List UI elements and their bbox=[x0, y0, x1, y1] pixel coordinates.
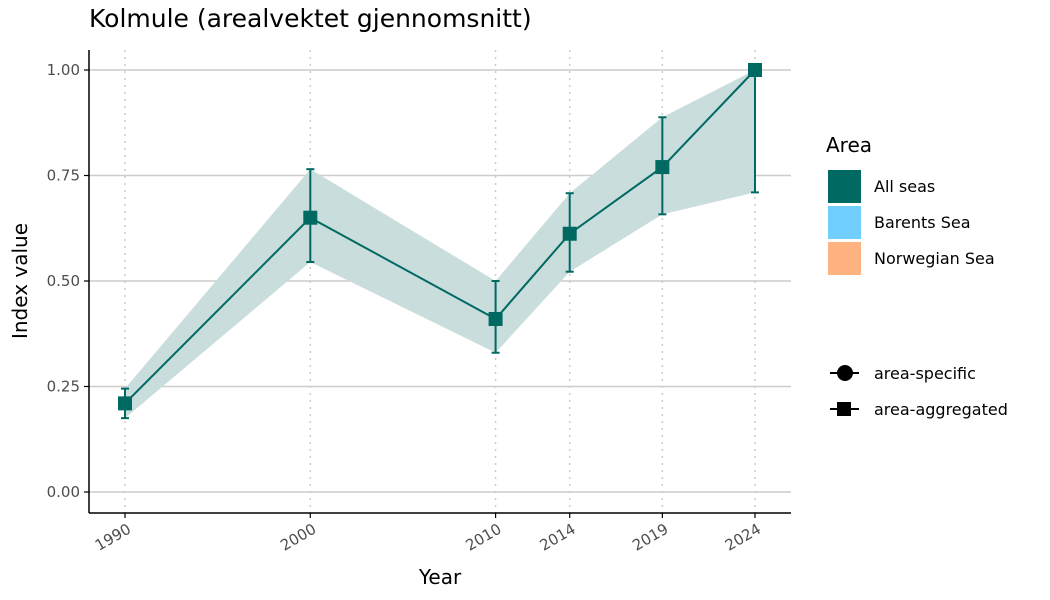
legend-swatch-norwegian-sea bbox=[828, 241, 861, 275]
ribbon-layer bbox=[125, 70, 755, 419]
data-point-marker bbox=[655, 160, 670, 175]
x-tick-label: 2010 bbox=[463, 520, 505, 555]
y-axis-label: Index value bbox=[8, 223, 32, 339]
legend-item-norwegian-sea: Norwegian Sea bbox=[828, 241, 995, 275]
x-tick-label: 2000 bbox=[277, 520, 319, 555]
square-marker-icon bbox=[828, 397, 861, 421]
x-tick-label: 1990 bbox=[92, 520, 134, 555]
circle-marker-icon bbox=[828, 361, 861, 385]
series-line bbox=[124, 69, 756, 405]
legend-item-barents-sea: Barents Sea bbox=[828, 205, 971, 239]
legend-item-all-seas: All seas bbox=[828, 169, 935, 203]
x-tick-label: 2014 bbox=[537, 520, 579, 555]
chart-title: Kolmule (arealvektet gjennomsnitt) bbox=[89, 4, 532, 33]
y-tick-label: 0.25 bbox=[47, 378, 80, 396]
data-point-marker bbox=[303, 210, 318, 225]
legend-item-area-specific: area-specific bbox=[828, 361, 976, 385]
y-tick-label: 1.00 bbox=[47, 61, 80, 79]
y-tick-label: 0.50 bbox=[47, 272, 80, 290]
data-point-marker bbox=[562, 226, 577, 241]
legend-item-area-aggregated: area-aggregated bbox=[828, 397, 1008, 421]
legend-area-title: Area bbox=[826, 133, 873, 157]
legend-swatch-all-seas bbox=[828, 169, 861, 203]
legend-label-area-specific: area-specific bbox=[874, 363, 976, 383]
y-tick-label: 0.75 bbox=[47, 167, 80, 185]
x-axis-label: Year bbox=[418, 565, 462, 589]
legend-swatch-barents-sea bbox=[828, 205, 861, 239]
data-point-marker bbox=[748, 63, 762, 77]
y-tick-label: 0.00 bbox=[47, 483, 80, 501]
legend-label-area-aggregated: area-aggregated bbox=[874, 399, 1008, 419]
x-tick-label: 2019 bbox=[629, 520, 671, 555]
data-point-marker bbox=[488, 311, 503, 326]
series-layer bbox=[118, 63, 762, 420]
legend-label-barents-sea: Barents Sea bbox=[874, 212, 971, 232]
legend-label-all-seas: All seas bbox=[874, 176, 936, 196]
x-tick-label: 2024 bbox=[722, 520, 764, 555]
data-point-marker bbox=[118, 396, 132, 411]
confidence-ribbon bbox=[125, 70, 755, 419]
legend-label-norwegian-sea: Norwegian Sea bbox=[874, 248, 995, 268]
